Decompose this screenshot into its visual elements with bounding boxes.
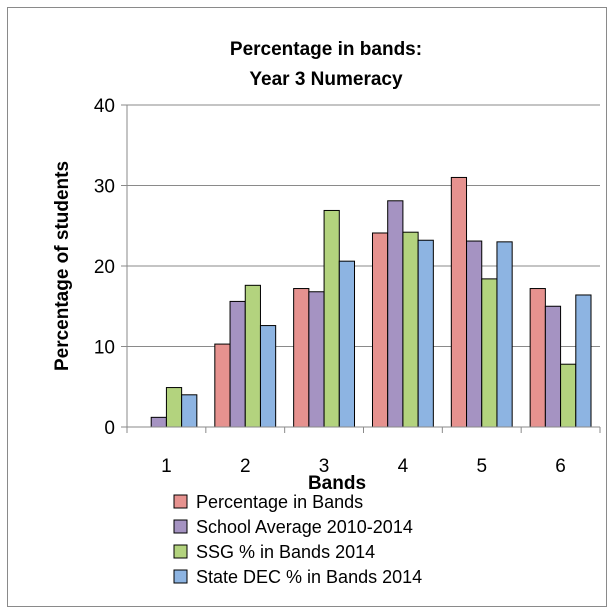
- bar-band-3-series-3: [323, 209, 340, 428]
- bar-band-3-series-4: [338, 260, 356, 428]
- x-axis-title: Bands: [308, 473, 366, 494]
- bar-band-6-series-4: [575, 294, 592, 428]
- bar-band-5-series-3: [481, 278, 498, 428]
- bar-band-6-series-1: [529, 288, 546, 428]
- axes: [121, 104, 601, 433]
- bars: [150, 176, 592, 428]
- legend-label-3: SSG % in Bands 2014: [196, 542, 375, 562]
- bar-band-4-series-4: [417, 239, 434, 428]
- bar-band-3-series-2: [308, 291, 325, 428]
- bar-band-2-series-1: [214, 343, 231, 428]
- bar-band-4-series-1: [371, 232, 389, 428]
- legend-swatch-2: [173, 519, 188, 534]
- legend-label-1: Percentage in Bands: [196, 492, 363, 512]
- legend-label-2: School Average 2010-2014: [196, 517, 413, 537]
- bar-band-3-series-1: [293, 288, 310, 428]
- y-tick-label-0: 0: [104, 418, 115, 439]
- gridlines: [127, 104, 600, 347]
- bar-band-4-series-2: [387, 200, 404, 428]
- x-tick-labels: 1 2 3 4 5 6: [161, 456, 566, 477]
- x-tick-label-4: 4: [398, 456, 409, 477]
- legend-label-4: State DEC % in Bands 2014: [196, 567, 422, 587]
- x-tick-label-1: 1: [161, 456, 172, 477]
- x-tick-label-2: 2: [240, 456, 251, 477]
- bar-band-5-series-4: [496, 241, 513, 428]
- y-tick-labels: 0 10 20 30 40: [94, 96, 115, 439]
- x-tick-label-5: 5: [476, 456, 487, 477]
- y-tick-label-40: 40: [94, 96, 115, 117]
- bar-band-2-series-4: [259, 325, 277, 428]
- bar-band-4-series-3: [402, 231, 419, 428]
- y-tick-label-10: 10: [94, 338, 115, 359]
- chart-title-line-2: Year 3 Numeracy: [249, 69, 403, 90]
- legend: Percentage in Bands School Average 2010-2…: [173, 492, 422, 587]
- x-tick-label-6: 6: [555, 456, 566, 477]
- legend-swatch-1: [173, 494, 188, 509]
- bar-band-1-series-2: [150, 416, 167, 428]
- chart-title-line-1: Percentage in bands:: [230, 39, 422, 60]
- bar-band-1-series-3: [165, 387, 183, 428]
- y-tick-label-30: 30: [94, 177, 115, 198]
- legend-swatch-4: [173, 569, 188, 584]
- bar-band-5-series-1: [450, 176, 468, 428]
- legend-swatch-3: [173, 544, 188, 559]
- bar-band-6-series-3: [560, 363, 577, 428]
- bar-band-2-series-2: [229, 300, 246, 428]
- y-axis-title: Percentage of students: [52, 161, 73, 371]
- y-tick-label-20: 20: [94, 257, 115, 278]
- bar-band-5-series-2: [466, 240, 483, 428]
- bar-band-2-series-3: [244, 284, 261, 428]
- x-tick-label-3: 3: [319, 456, 330, 477]
- bar-band-1-series-4: [181, 394, 198, 428]
- bar-band-6-series-2: [544, 305, 562, 428]
